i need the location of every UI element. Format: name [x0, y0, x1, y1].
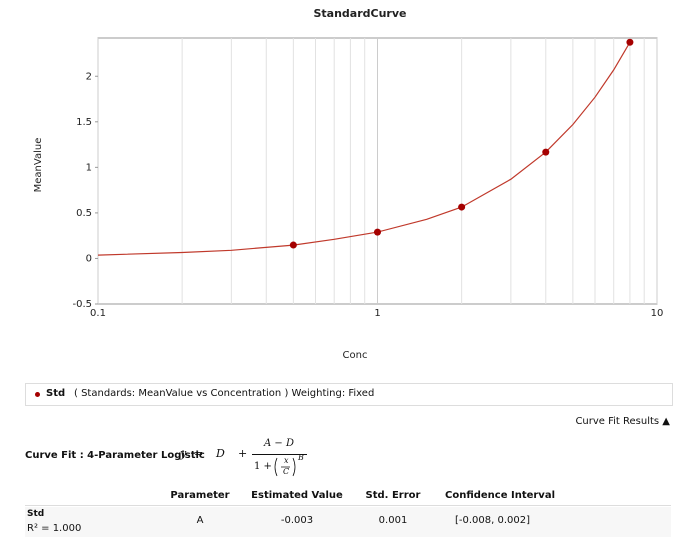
- fraction-bar: [252, 454, 307, 455]
- formula-d: D: [216, 447, 225, 460]
- y-tick-label: -0.5: [72, 299, 92, 310]
- data-point: [542, 148, 550, 156]
- y-tick-label: 2: [86, 71, 92, 82]
- formula-plus: +: [238, 447, 248, 460]
- table-cell: [-0.008, 0.002]: [455, 515, 531, 526]
- table-header-rule: [25, 505, 671, 506]
- table-row: [25, 507, 671, 537]
- y-tick-label: 1: [86, 162, 92, 173]
- legend-description: ( Standards: MeanValue vs Concentration …: [74, 388, 375, 399]
- formula-exp: B: [298, 453, 304, 462]
- table-header: Std. Error: [365, 490, 421, 501]
- formula-lhs: y: [180, 447, 187, 460]
- formula-equals: =: [194, 447, 204, 460]
- x-tick-label: 0.1: [90, 308, 106, 319]
- y-axis-label: MeanValue: [33, 138, 44, 193]
- formula-parens: [274, 457, 296, 477]
- x-tick-label: 1: [374, 308, 380, 319]
- table-cell: -0.003: [280, 515, 314, 526]
- fit-label: Curve Fit : 4-Parameter Logistic: [25, 450, 205, 461]
- legend-marker: [35, 392, 40, 397]
- formula-one-plus: 1 +: [254, 461, 272, 472]
- row-name: Std: [27, 509, 45, 519]
- table-header: Confidence Interval: [444, 490, 556, 501]
- x-axis-label: Conc: [343, 350, 368, 361]
- data-point: [289, 241, 297, 249]
- chart-title: StandardCurve: [314, 7, 407, 20]
- data-point: [626, 38, 634, 46]
- formula: y = D + A − D 1 + x C B: [180, 437, 320, 477]
- table-cell: 0.001: [378, 515, 408, 526]
- y-tick-label: 1.5: [76, 117, 92, 128]
- y-tick-label: 0.5: [76, 208, 92, 219]
- formula-numerator: A − D: [264, 438, 294, 449]
- table-header: Parameter: [170, 490, 230, 501]
- legend-label: Std: [46, 388, 66, 399]
- row-r2: R² = 1.000: [27, 523, 82, 534]
- data-point: [374, 228, 381, 236]
- formula-c: C: [283, 467, 290, 476]
- formula-x: x: [284, 456, 289, 465]
- table-header: Estimated Value: [251, 490, 343, 501]
- data-point: [458, 203, 466, 211]
- y-tick-label: 0: [86, 253, 92, 264]
- results-toggle[interactable]: Curve Fit Results ▲: [575, 416, 670, 427]
- fit-curve: [97, 41, 631, 256]
- chart: StandardCurve Conc MeanValue 0.1 1 10-0.50…: [33, 7, 664, 361]
- table-cell: A: [196, 515, 204, 526]
- x-tick-label: 10: [651, 308, 664, 319]
- legend: Std ( Standards: MeanValue vs Concentrat…: [25, 383, 673, 406]
